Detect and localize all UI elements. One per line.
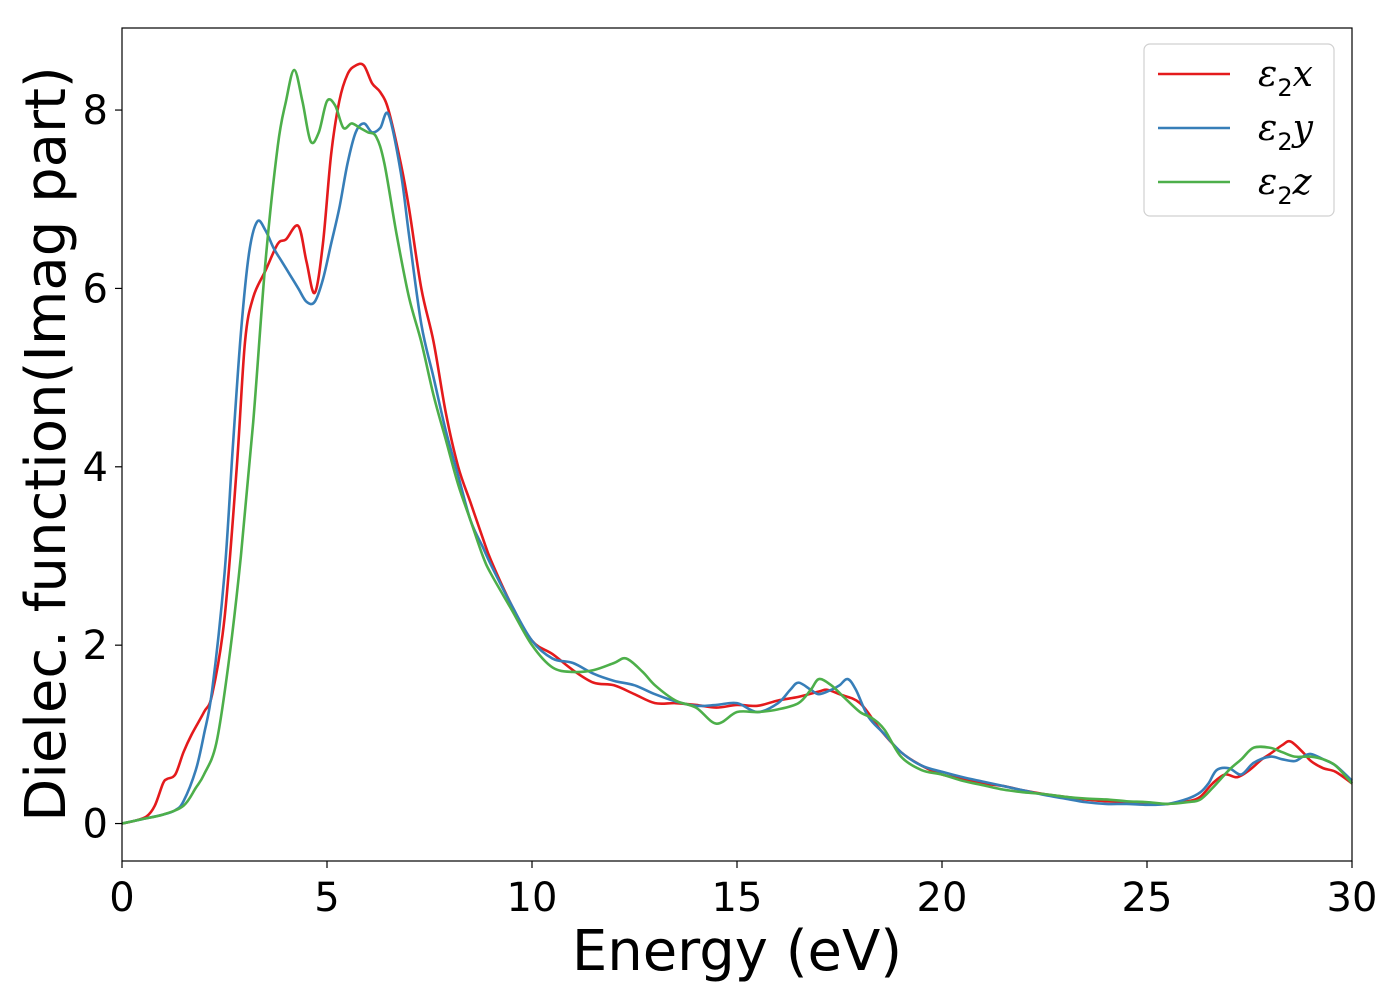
x-axis: 0 5 10 15 20 25 30 xyxy=(109,861,1377,921)
series-line-3 xyxy=(121,68,1353,825)
legend-label: ε2y xyxy=(1258,108,1314,156)
x-tick-label: 20 xyxy=(917,875,968,921)
x-tick-label: 5 xyxy=(314,875,339,921)
x-tick-label: 0 xyxy=(109,875,134,921)
y-axis-title: Dielec. function(Imag part) xyxy=(14,66,79,822)
series-layer xyxy=(121,62,1353,825)
x-tick-label: 25 xyxy=(1122,875,1173,921)
legend-box xyxy=(1143,43,1335,217)
y-tick-label: 0 xyxy=(83,802,108,848)
x-tick-label: 30 xyxy=(1327,875,1378,921)
x-axis-title: Energy (eV) xyxy=(572,919,902,984)
y-axis: 0 2 4 6 8 xyxy=(83,88,122,848)
y-tick-label: 2 xyxy=(83,623,108,669)
y-tick-label: 8 xyxy=(83,88,108,134)
y-tick-label: 4 xyxy=(83,445,108,491)
x-tick-label: 15 xyxy=(712,875,763,921)
x-tick-label: 10 xyxy=(507,875,558,921)
y-tick-label: 6 xyxy=(83,266,108,312)
